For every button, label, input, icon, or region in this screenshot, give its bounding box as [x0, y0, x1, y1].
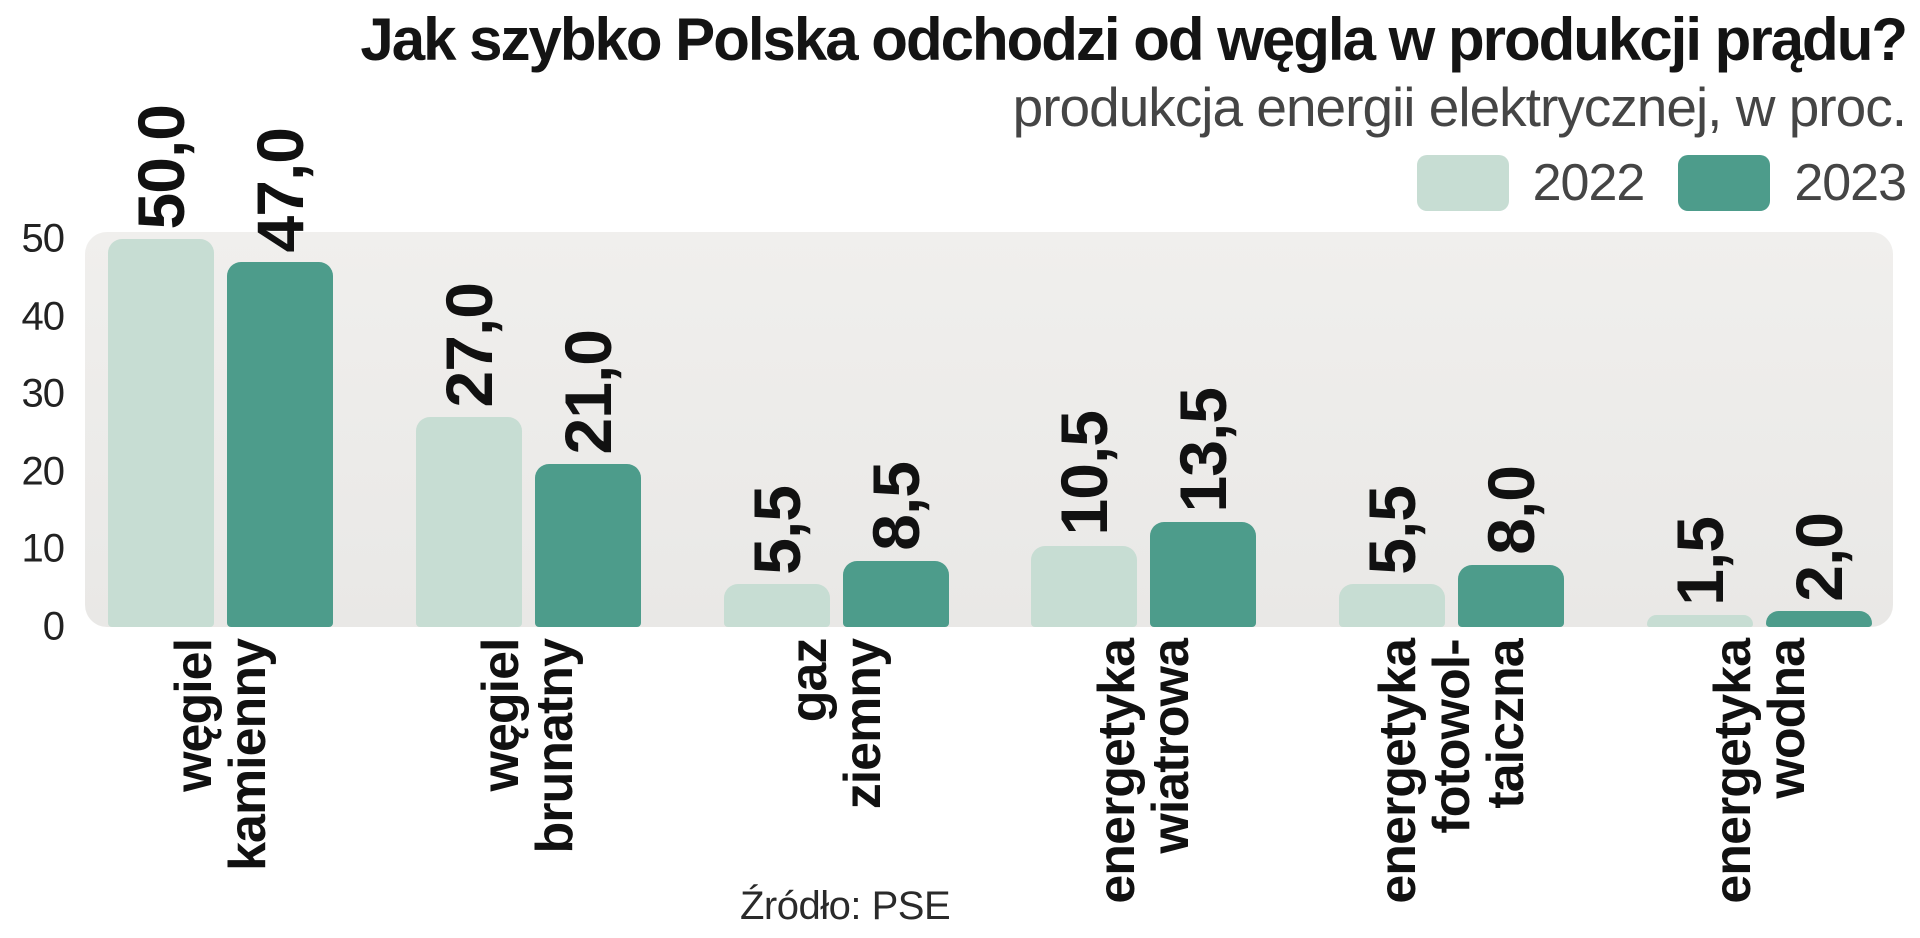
- chart-subtitle: produkcja energii elektrycznej, w proc.: [1012, 75, 1907, 138]
- value-label-2023: 2,0: [1782, 512, 1856, 602]
- legend-item-2022: 2022: [1416, 153, 1646, 213]
- bar-slot: 1,5: [1647, 232, 1753, 627]
- bar-group-3: 5,5 8,5 gaz ziemny: [723, 232, 949, 809]
- source-note: Źródło: PSE: [740, 884, 951, 928]
- y-axis: 0 10 20 30 40 50: [0, 0, 70, 938]
- y-tick-0: 0: [42, 604, 65, 649]
- bar-2023: [842, 561, 949, 627]
- value-label-2022: 5,5: [1355, 485, 1430, 575]
- bar-slot: 2,0: [1766, 232, 1872, 627]
- bar-slot: 8,5: [842, 232, 949, 627]
- legend-label-2023: 2023: [1794, 153, 1907, 212]
- bar-group-4: 10,5 13,5 energetyka wiatrowa: [1031, 232, 1257, 904]
- value-label-2022: 10,5: [1047, 411, 1122, 536]
- bar-slot: 47,0: [227, 128, 333, 627]
- bar-slot: 5,5: [723, 232, 830, 627]
- legend-swatch-2023: [1678, 154, 1771, 211]
- value-label-2023: 8,5: [858, 462, 933, 552]
- category-label: gaz ziemny: [780, 639, 893, 810]
- plot-background: [85, 232, 1893, 627]
- y-tick-50: 50: [21, 216, 66, 261]
- value-label-2023: 8,0: [1474, 466, 1549, 555]
- bar-slot: 21,0: [534, 232, 641, 627]
- category-label: energetyka fotowol- taiczna: [1368, 639, 1535, 904]
- legend-swatch-2022: [1416, 154, 1509, 211]
- y-tick-40: 40: [21, 294, 66, 339]
- bar-2022: [723, 584, 830, 627]
- bar-2023: [1458, 564, 1565, 627]
- bar-2023: [227, 262, 333, 627]
- bar-2022: [415, 417, 522, 627]
- y-tick-10: 10: [21, 526, 66, 571]
- bar-slot: 13,5: [1150, 232, 1257, 627]
- bar-group-1: 50,0 47,0 węgiel kamienny: [108, 105, 333, 871]
- chart-header: Jak szybko Polska odchodzi od węgla w pr…: [0, 0, 1920, 216]
- bar-group-5: 5,5 8,0 energetyka fotowol- taiczna: [1339, 232, 1565, 904]
- bar-2022: [108, 239, 214, 627]
- bar-2022: [1031, 545, 1138, 627]
- value-label-2023: 13,5: [1166, 387, 1241, 513]
- bar-2022: [1339, 584, 1446, 627]
- category-label: energetyka wodna: [1703, 639, 1816, 904]
- bar-2023: [1150, 522, 1257, 627]
- value-label-2022: 27,0: [431, 283, 506, 408]
- category-label: węgiel kamienny: [164, 639, 277, 871]
- bar-2022: [1647, 615, 1753, 627]
- value-label-2023: 47,0: [243, 127, 317, 253]
- bar-group-2: 27,0 21,0 węgiel brunatny: [415, 232, 641, 853]
- category-label: energetyka wiatrowa: [1087, 639, 1200, 904]
- bar-slot: 27,0: [415, 232, 522, 627]
- value-label-2022: 50,0: [124, 104, 198, 229]
- value-label-2022: 1,5: [1663, 516, 1737, 606]
- bar-slot: 10,5: [1031, 232, 1138, 627]
- bar-slot: 5,5: [1339, 232, 1446, 627]
- bar-2023: [1766, 611, 1872, 627]
- legend-label-2022: 2022: [1532, 153, 1646, 212]
- bar-group-6: 1,5 2,0 energetyka wodna: [1647, 232, 1872, 904]
- bar-2023: [534, 464, 641, 627]
- bar-slot: 8,0: [1458, 232, 1565, 627]
- value-label-2022: 5,5: [739, 485, 814, 575]
- chart-legend: 2022 2023: [1416, 153, 1907, 213]
- value-label-2023: 21,0: [550, 329, 625, 455]
- chart-title: Jak szybko Polska odchodzi od węgla w pr…: [360, 6, 1908, 73]
- legend-item-2023: 2023: [1678, 153, 1907, 213]
- y-tick-30: 30: [21, 371, 66, 416]
- category-label: węgiel brunatny: [472, 639, 585, 854]
- bar-slot: 50,0: [108, 105, 214, 627]
- y-tick-20: 20: [21, 449, 66, 494]
